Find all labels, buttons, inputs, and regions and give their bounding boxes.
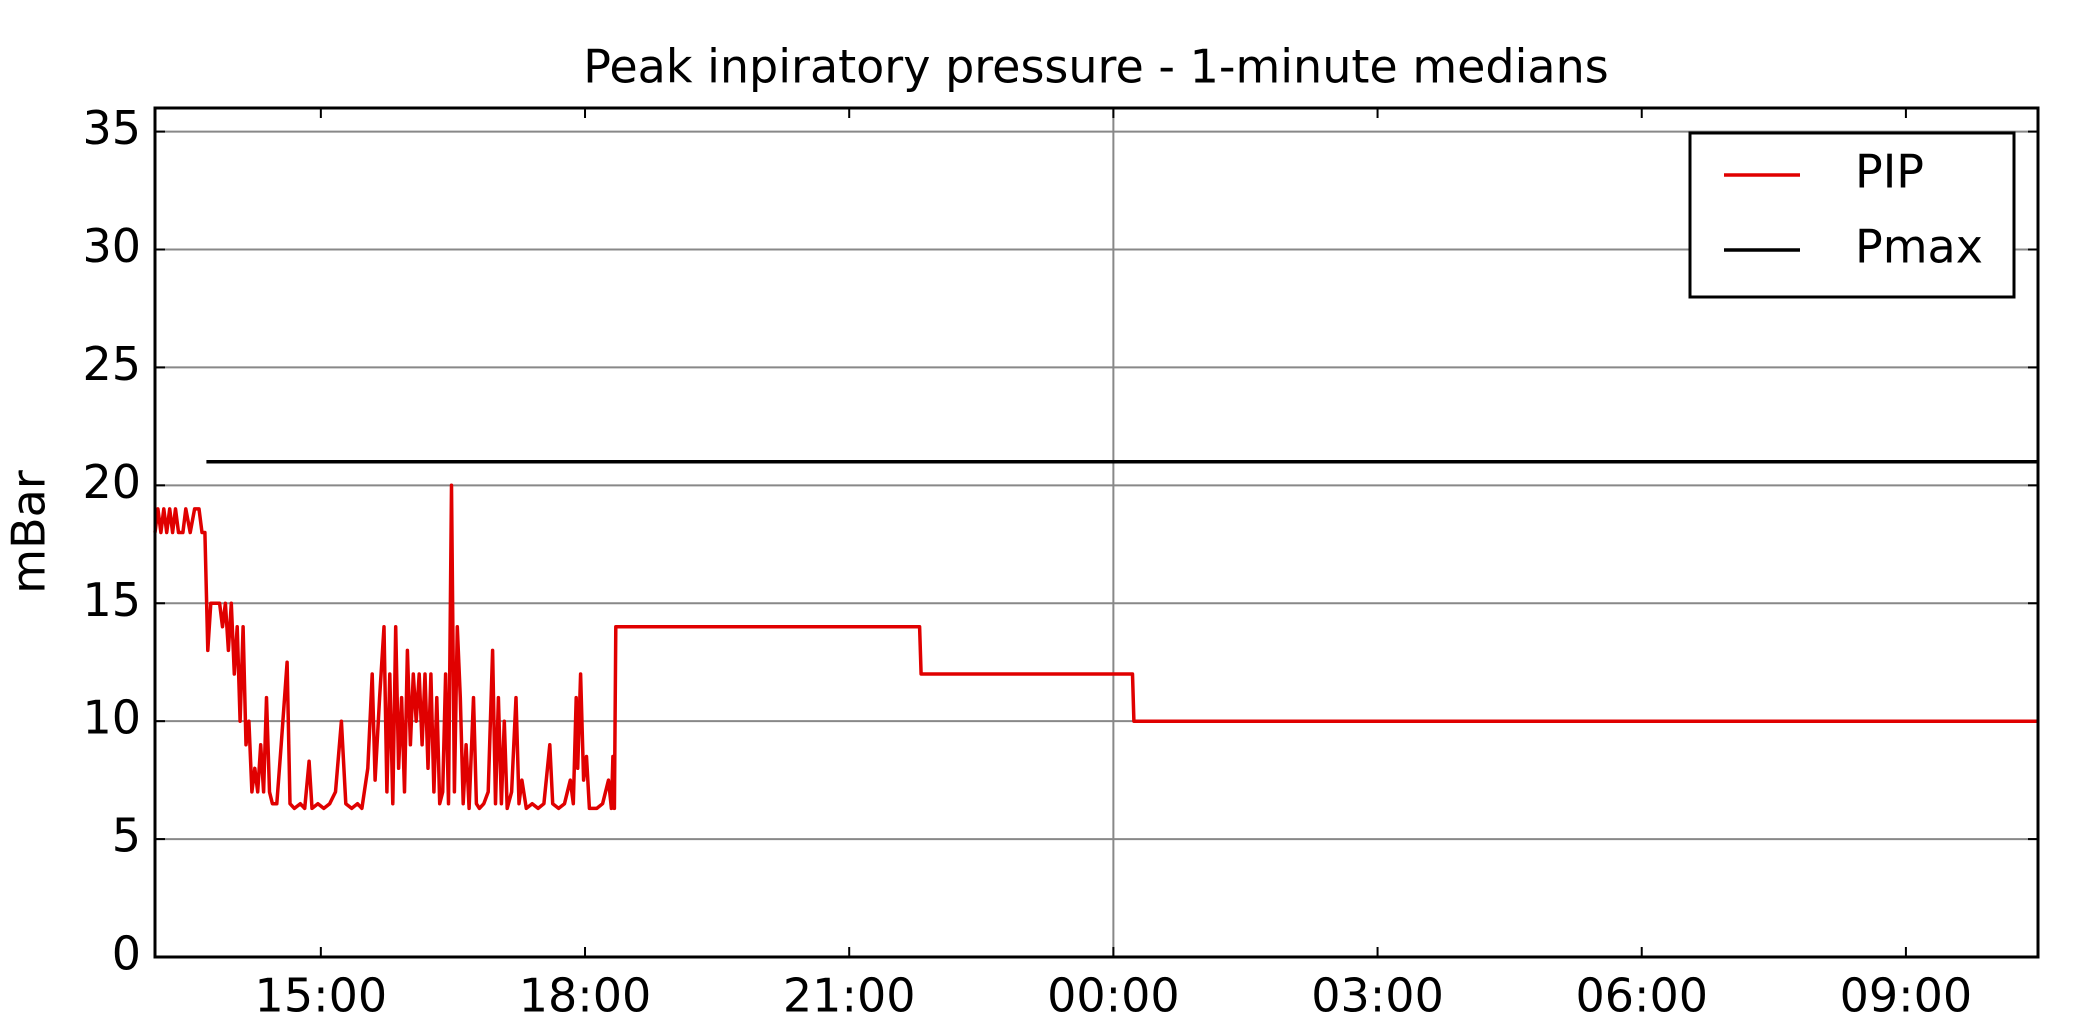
x-tick-label: 06:00 bbox=[1575, 969, 1708, 1014]
legend-label: Pmax bbox=[1855, 220, 1983, 274]
x-tick-label: 00:00 bbox=[1047, 969, 1180, 1014]
plot-frame bbox=[153, 106, 2040, 959]
y-tick-label: 35 bbox=[82, 101, 141, 155]
y-tick-label: 5 bbox=[112, 809, 141, 863]
legend-label: PIP bbox=[1855, 145, 1924, 199]
y-tick-label: 10 bbox=[82, 691, 141, 745]
y-tick-label: 25 bbox=[82, 337, 141, 391]
y-tick-label: 0 bbox=[112, 927, 141, 981]
y-tick-label: 30 bbox=[82, 219, 141, 273]
y-axis-label: mBar bbox=[2, 470, 56, 594]
y-tick-label: 15 bbox=[82, 573, 141, 627]
x-tick-label: 18:00 bbox=[519, 969, 652, 1014]
x-tick-label: 03:00 bbox=[1311, 969, 1444, 1014]
x-tick-label: 15:00 bbox=[255, 969, 388, 1014]
x-tick-label: 09:00 bbox=[1840, 969, 1973, 1014]
legend-box bbox=[1688, 131, 2016, 299]
chart-title: Peak inpiratory pressure - 1-minute medi… bbox=[583, 40, 1608, 94]
line bbox=[153, 483, 2038, 811]
x-tick-label: 21:00 bbox=[783, 969, 916, 1014]
y-tick-label: 20 bbox=[82, 455, 141, 509]
